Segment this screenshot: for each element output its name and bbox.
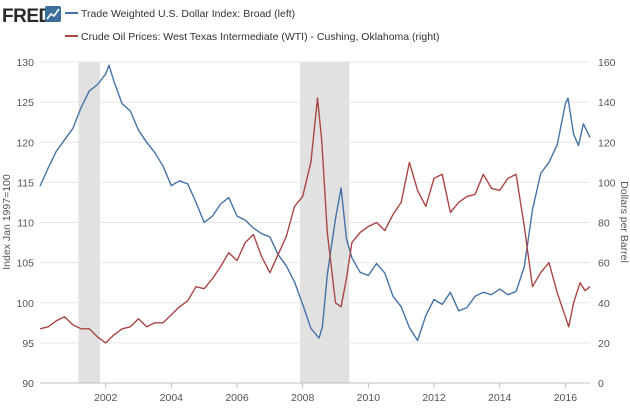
right-axis-title: Dollars per Barrel	[618, 181, 630, 263]
right-tick-label: 20	[598, 338, 610, 350]
x-tick-label: 2010	[357, 392, 381, 404]
left-tick-label: 105	[16, 258, 34, 270]
left-tick-label: 125	[16, 97, 34, 109]
grid-lines	[40, 61, 590, 384]
left-tick-label: 130	[16, 57, 34, 69]
right-tick-label: 160	[598, 57, 616, 69]
series-lines	[39, 64, 591, 344]
x-tick-label: 2002	[94, 392, 118, 404]
x-tick-label: 2012	[422, 392, 446, 404]
trend-line-icon	[45, 6, 61, 22]
left-tick-label: 95	[22, 338, 34, 350]
legend-label-oil: Crude Oil Prices: West Texas Intermediat…	[81, 31, 439, 43]
x-tick-label: 2004	[160, 392, 184, 404]
right-axis-ticks: 0 20 40 60 80 100 120 140 160	[598, 57, 616, 390]
right-tick-label: 40	[598, 298, 610, 310]
series-line-wti-oil	[39, 97, 591, 344]
left-tick-label: 115	[17, 177, 34, 189]
left-tick-label: 100	[16, 298, 34, 310]
x-tick-label: 2014	[488, 392, 512, 404]
left-tick-label: 110	[17, 218, 34, 230]
left-axis-title: Index Jan 1997=100	[1, 174, 13, 270]
left-tick-label: 120	[16, 137, 34, 149]
right-tick-label: 140	[598, 97, 616, 109]
x-tick-label: 2006	[225, 392, 249, 404]
series-line-dollar-index	[39, 64, 591, 342]
left-tick-label: 90	[22, 378, 34, 390]
x-tick-label: 2016	[554, 392, 578, 404]
legend-label-dollar: Trade Weighted U.S. Dollar Index: Broad …	[81, 8, 295, 20]
right-tick-label: 120	[598, 137, 616, 149]
x-tick-label: 2008	[291, 392, 315, 404]
right-tick-label: 0	[598, 378, 604, 390]
right-tick-label: 80	[598, 218, 610, 230]
right-tick-label: 60	[598, 258, 610, 270]
left-axis-ticks: 90 95 100 105 110 115 120 125 130	[16, 57, 34, 390]
x-axis-ticks: 2002 2004 2006 2008 2010 2012 2014 2016	[94, 383, 577, 404]
legend: Trade Weighted U.S. Dollar Index: Broad …	[65, 8, 439, 43]
right-tick-label: 100	[598, 177, 616, 189]
fred-logo-text: FRED	[2, 6, 52, 27]
